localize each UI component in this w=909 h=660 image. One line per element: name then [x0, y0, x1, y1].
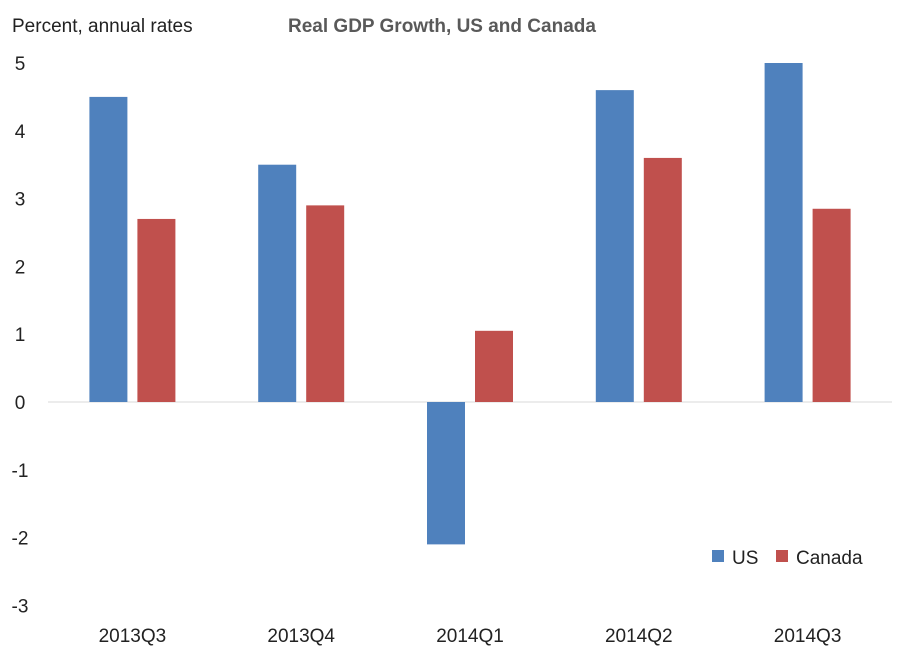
bar-canada-2013Q4	[306, 205, 345, 402]
x-tick-label: 2014Q1	[436, 626, 504, 647]
legend-swatch-us	[712, 550, 724, 562]
x-tick-label: 2013Q4	[267, 626, 335, 647]
legend-swatch-canada	[776, 550, 788, 562]
bar-canada-2013Q3	[137, 218, 176, 402]
y-tick-label: 0	[15, 393, 26, 414]
bar-us-2014Q3	[764, 63, 803, 402]
y-tick-label: 1	[15, 325, 26, 346]
x-tick-label: 2014Q3	[774, 626, 842, 647]
legend-label-us: US	[732, 548, 758, 569]
bar-canada-2014Q2	[643, 157, 682, 402]
legend-label-canada: Canada	[796, 548, 863, 569]
y-tick-label: 2	[15, 257, 26, 278]
bar-us-2013Q4	[258, 164, 297, 402]
y-tick-label: -2	[12, 529, 29, 550]
bar-us-2014Q1	[427, 402, 465, 545]
x-tick-label: 2014Q2	[605, 626, 673, 647]
y-axis-label: Percent, annual rates	[12, 16, 193, 37]
bar-canada-2014Q1	[475, 330, 513, 402]
y-tick-label: 4	[15, 122, 26, 143]
y-tick-label: -1	[12, 461, 29, 482]
chart-title: Real GDP Growth, US and Canada	[288, 16, 596, 37]
y-tick-label: -3	[12, 596, 29, 617]
bar-canada-2014Q3	[812, 208, 851, 402]
bar-us-2013Q3	[89, 96, 128, 403]
y-tick-label: 3	[15, 190, 26, 211]
bar-us-2014Q2	[595, 90, 634, 403]
y-tick-label: 5	[15, 54, 26, 75]
x-tick-label: 2013Q3	[99, 626, 167, 647]
